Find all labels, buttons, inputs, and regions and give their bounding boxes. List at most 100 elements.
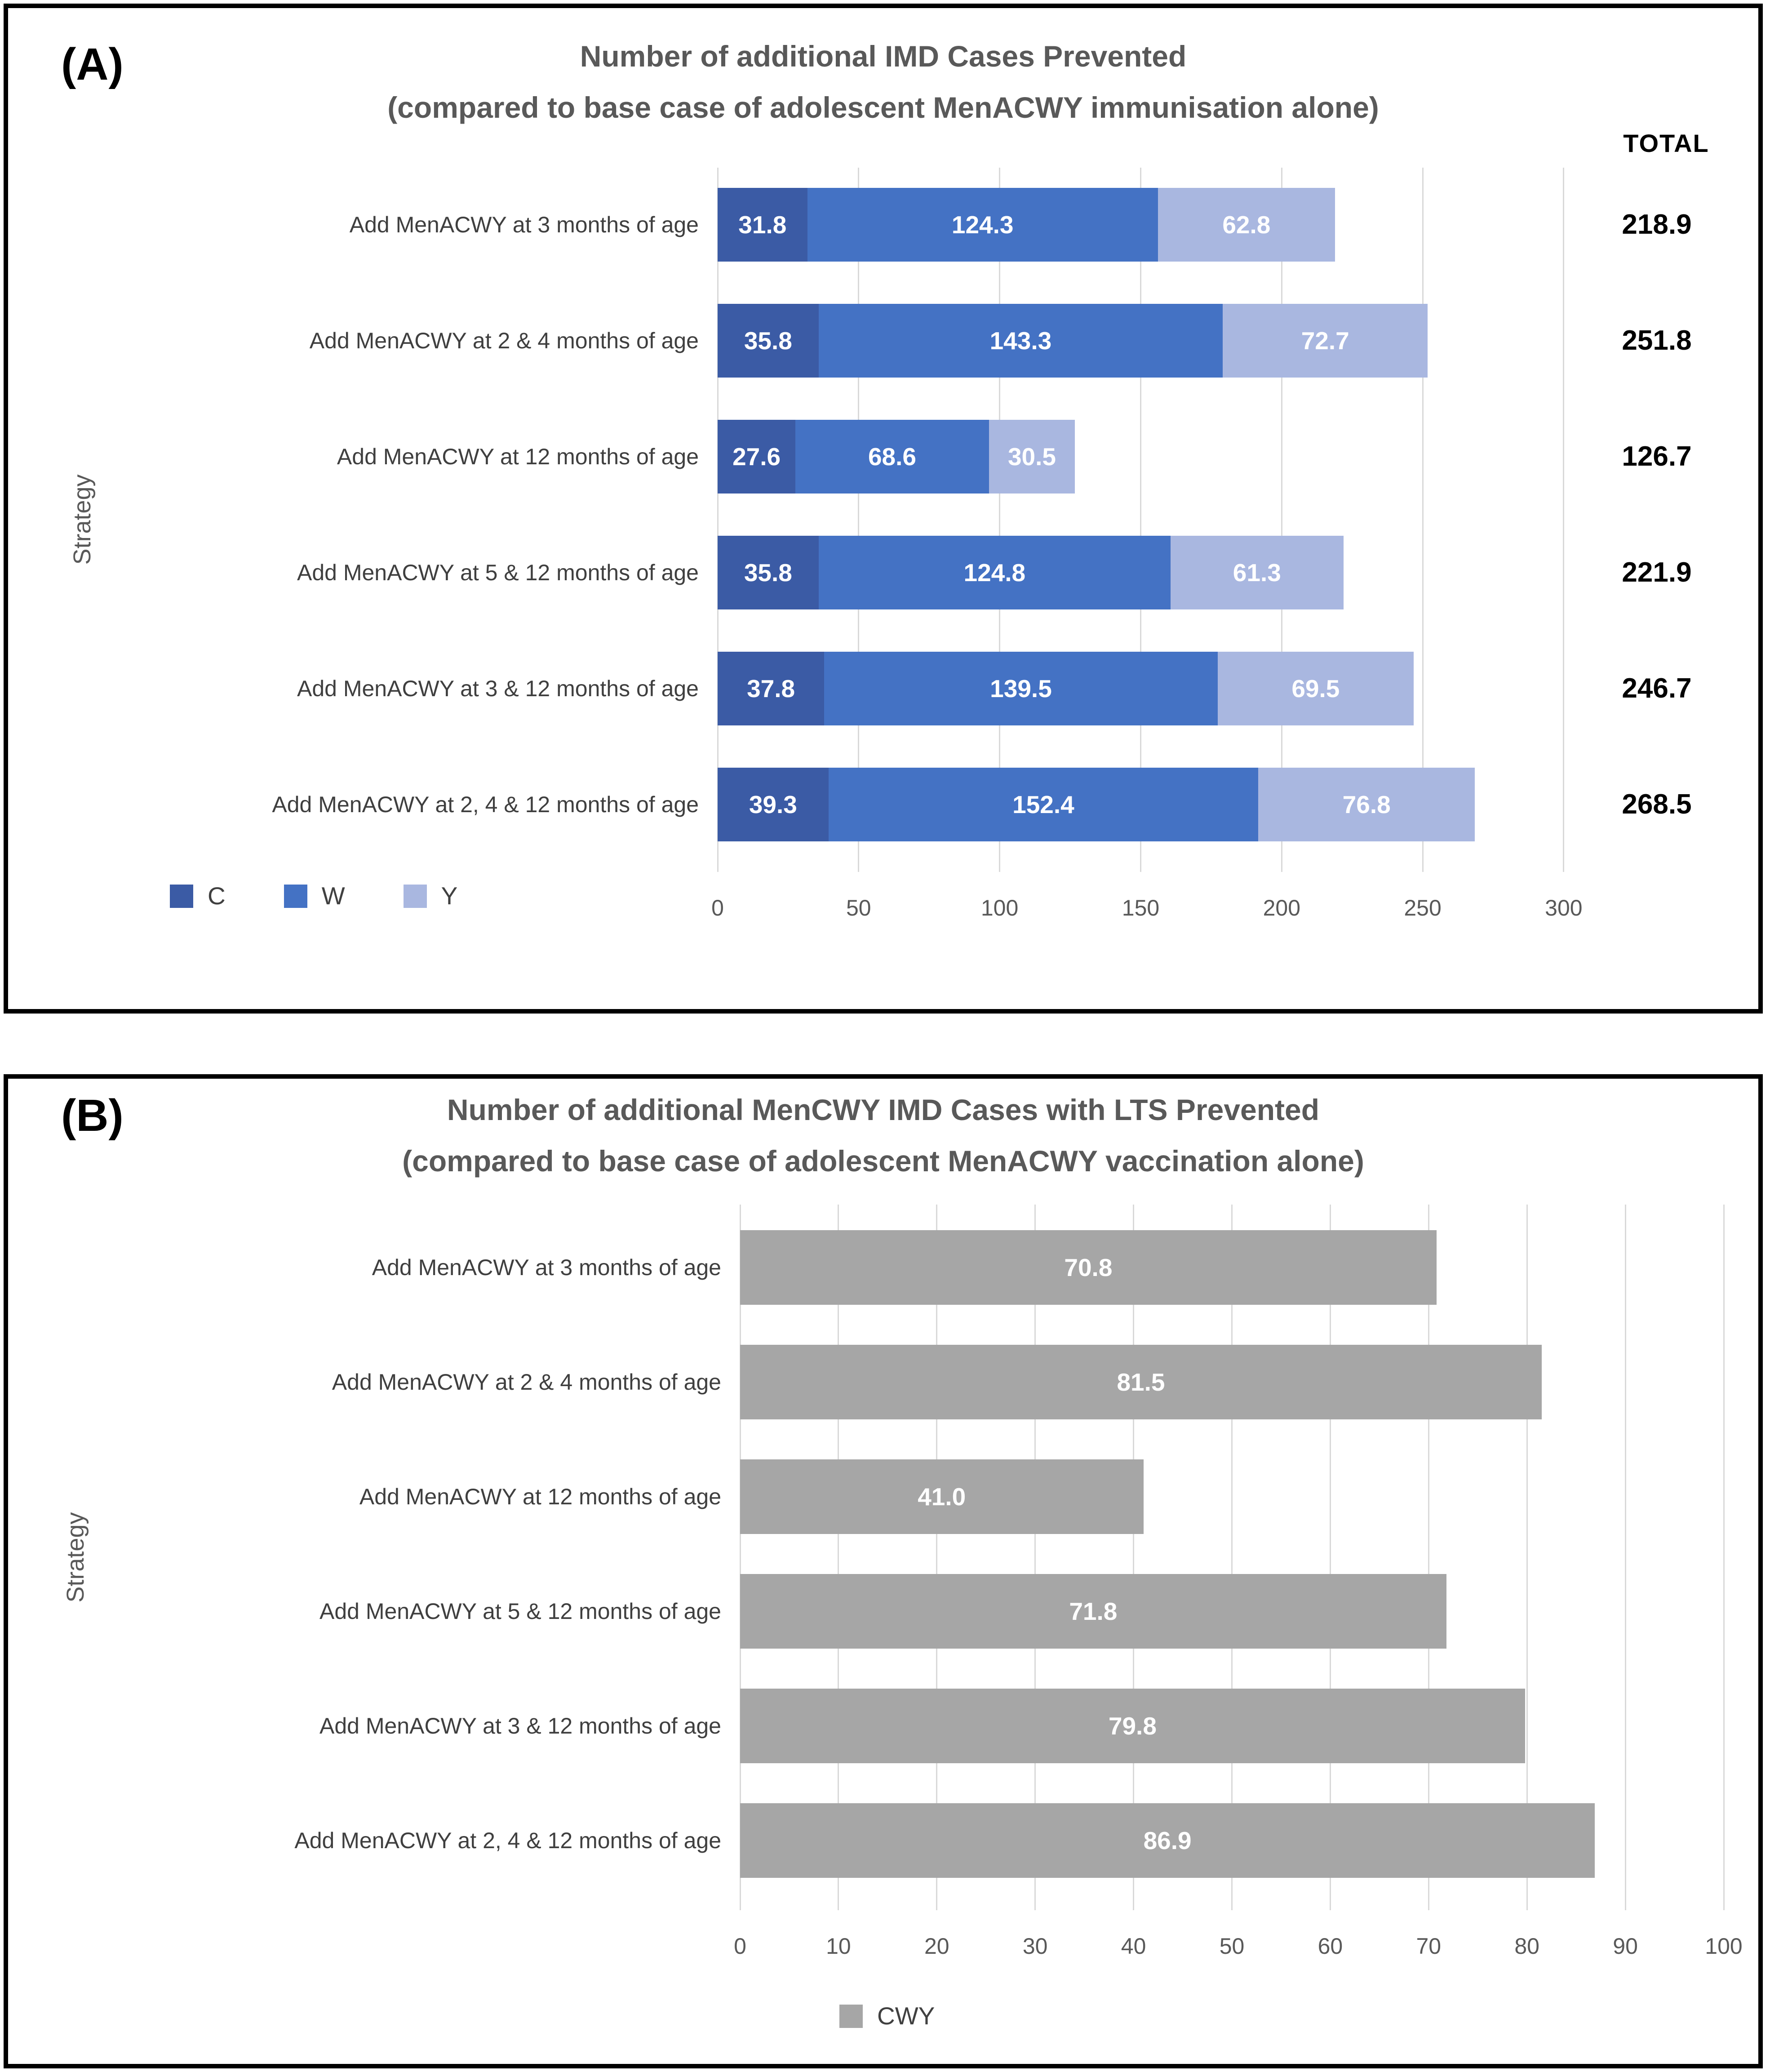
category-label: Add MenACWY at 3 months of age (372, 1255, 721, 1280)
bar-value-label: 37.8 (747, 675, 795, 703)
bar-value-label: 71.8 (1069, 1597, 1118, 1625)
category-label: Add MenACWY at 5 & 12 months of age (297, 560, 699, 585)
x-axis-tick-label: 0 (734, 1934, 746, 1959)
x-axis-tick-label: 0 (711, 895, 724, 920)
y-axis-title-strategy: Strategy (69, 474, 96, 565)
category-label: Add MenACWY at 3 months of age (349, 212, 699, 237)
bar-segment-w: 68.6 (795, 420, 989, 494)
bar-value-label: 62.8 (1222, 211, 1271, 239)
legend-swatch-y-icon (403, 884, 427, 908)
x-axis-tick-label: 60 (1318, 1934, 1343, 1959)
bar-segment-c: 27.6 (718, 420, 796, 494)
x-axis-tick-label: 90 (1613, 1934, 1638, 1959)
legend-item-y: Y (403, 882, 458, 910)
bar-segment-y: 62.8 (1158, 188, 1335, 262)
bar-row: 27.6 68.6 30.5 (718, 420, 1075, 494)
bar-value-label: 31.8 (738, 211, 787, 239)
bar-segment-w: 124.8 (818, 536, 1171, 609)
bar-value-label: 81.5 (1117, 1368, 1165, 1396)
legend-label: W (321, 882, 345, 910)
gridline (1422, 168, 1424, 872)
bar-segment-cwy: 71.8 (740, 1574, 1446, 1649)
bar-segment-y: 61.3 (1170, 536, 1344, 609)
bar-segment-w: 152.4 (828, 768, 1259, 841)
category-label: Add MenACWY at 12 months of age (337, 444, 699, 469)
legend-swatch-w-icon (284, 884, 307, 908)
x-axis-tick-label: 50 (1219, 1934, 1245, 1959)
bar-row: 31.8 124.3 62.8 (718, 188, 1335, 262)
gridline (1133, 1205, 1135, 1910)
x-axis-tick-label: 250 (1404, 895, 1442, 920)
gridline (838, 1205, 839, 1910)
bar-segment-y: 72.7 (1223, 304, 1428, 378)
total-column-header: TOTAL (1623, 129, 1709, 157)
bar-segment-cwy: 86.9 (740, 1803, 1595, 1878)
category-label: Add MenACWY at 2, 4 & 12 months of age (272, 792, 699, 817)
bar-value-label: 70.8 (1064, 1254, 1113, 1281)
legend-label: CWY (877, 2002, 935, 2030)
x-axis-tick-label: 40 (1121, 1934, 1146, 1959)
category-label: Add MenACWY at 3 & 12 months of age (297, 676, 699, 701)
bar-value-label: 143.3 (989, 327, 1052, 355)
bar-segment-cwy: 79.8 (740, 1689, 1525, 1763)
category-label: Add MenACWY at 2 & 4 months of age (309, 328, 699, 353)
legend-swatch-cwy-icon (839, 2004, 863, 2028)
x-axis-tick-label: 100 (1705, 1934, 1743, 1959)
x-axis-tick-label: 80 (1514, 1934, 1539, 1959)
gridline (936, 1205, 938, 1910)
x-axis-tick-label: 30 (1022, 1934, 1048, 1959)
bar-segment-c: 39.3 (718, 768, 829, 841)
gridline (1723, 1205, 1725, 1910)
bar-value-label: 39.3 (749, 791, 797, 818)
total-value: 126.7 (1622, 441, 1692, 472)
bar-value-label: 76.8 (1342, 791, 1391, 818)
category-label: Add MenACWY at 5 & 12 months of age (319, 1599, 721, 1624)
bar-value-label: 41.0 (918, 1483, 966, 1511)
bar-row: 35.8 124.8 61.3 (718, 536, 1344, 609)
bar-value-label: 27.6 (732, 443, 781, 471)
x-axis-tick-label: 10 (826, 1934, 851, 1959)
bar-value-label: 61.3 (1233, 559, 1281, 587)
total-value: 218.9 (1622, 209, 1692, 240)
panel-a-label: (A) (61, 39, 124, 89)
bar-segment-w: 139.5 (824, 652, 1218, 725)
gridline (1526, 1205, 1528, 1910)
gridline (1624, 1205, 1626, 1910)
category-label: Add MenACWY at 2 & 4 months of age (332, 1369, 721, 1395)
bar-segment-c: 31.8 (718, 188, 807, 262)
category-label: Add MenACWY at 2, 4 & 12 months of age (294, 1828, 721, 1853)
bar-row: 71.8 (740, 1574, 1446, 1649)
total-value: 246.7 (1622, 673, 1692, 704)
gridline (1563, 168, 1565, 872)
bar-value-label: 72.7 (1301, 327, 1349, 355)
x-axis-tick-label: 20 (924, 1934, 949, 1959)
legend-item-c: C (170, 884, 226, 908)
bar-row: 79.8 (740, 1689, 1525, 1763)
bar-value-label: 139.5 (990, 675, 1052, 703)
bar-segment-y: 30.5 (989, 420, 1075, 494)
gridline (1140, 168, 1141, 872)
bar-segment-cwy: 81.5 (740, 1345, 1542, 1419)
gridline (1034, 1205, 1036, 1910)
bar-row: 41.0 (740, 1459, 1144, 1534)
legend-swatch-c-icon (170, 884, 193, 908)
chart-b-title-line2: (compared to base case of adolescent Men… (402, 1144, 1364, 1178)
chart-b-title-line1: Number of additional MenCWY IMD Cases wi… (447, 1093, 1320, 1126)
bar-row: 37.8 139.5 69.5 (718, 652, 1414, 725)
y-axis-title-strategy: Strategy (62, 1512, 89, 1603)
category-label: Add MenACWY at 12 months of age (359, 1484, 721, 1509)
bar-value-label: 79.8 (1108, 1712, 1157, 1740)
bar-row: 35.8 143.3 72.7 (718, 304, 1428, 378)
total-value: 268.5 (1622, 789, 1692, 820)
gridline (999, 168, 1001, 872)
chart-a-title: Number of additional IMD Cases Prevented… (8, 41, 1758, 122)
bar-value-label: 30.5 (1007, 443, 1056, 471)
bar-value-label: 35.8 (744, 559, 792, 587)
legend-label: C (208, 882, 226, 910)
legend-label: Y (441, 882, 458, 910)
bar-row: 70.8 (740, 1230, 1437, 1305)
legend-item-w: W (284, 884, 345, 908)
bar-segment-cwy: 70.8 (740, 1230, 1437, 1305)
legend-b: CWY (839, 2004, 935, 2028)
legend-item-cwy: CWY (839, 2004, 935, 2028)
